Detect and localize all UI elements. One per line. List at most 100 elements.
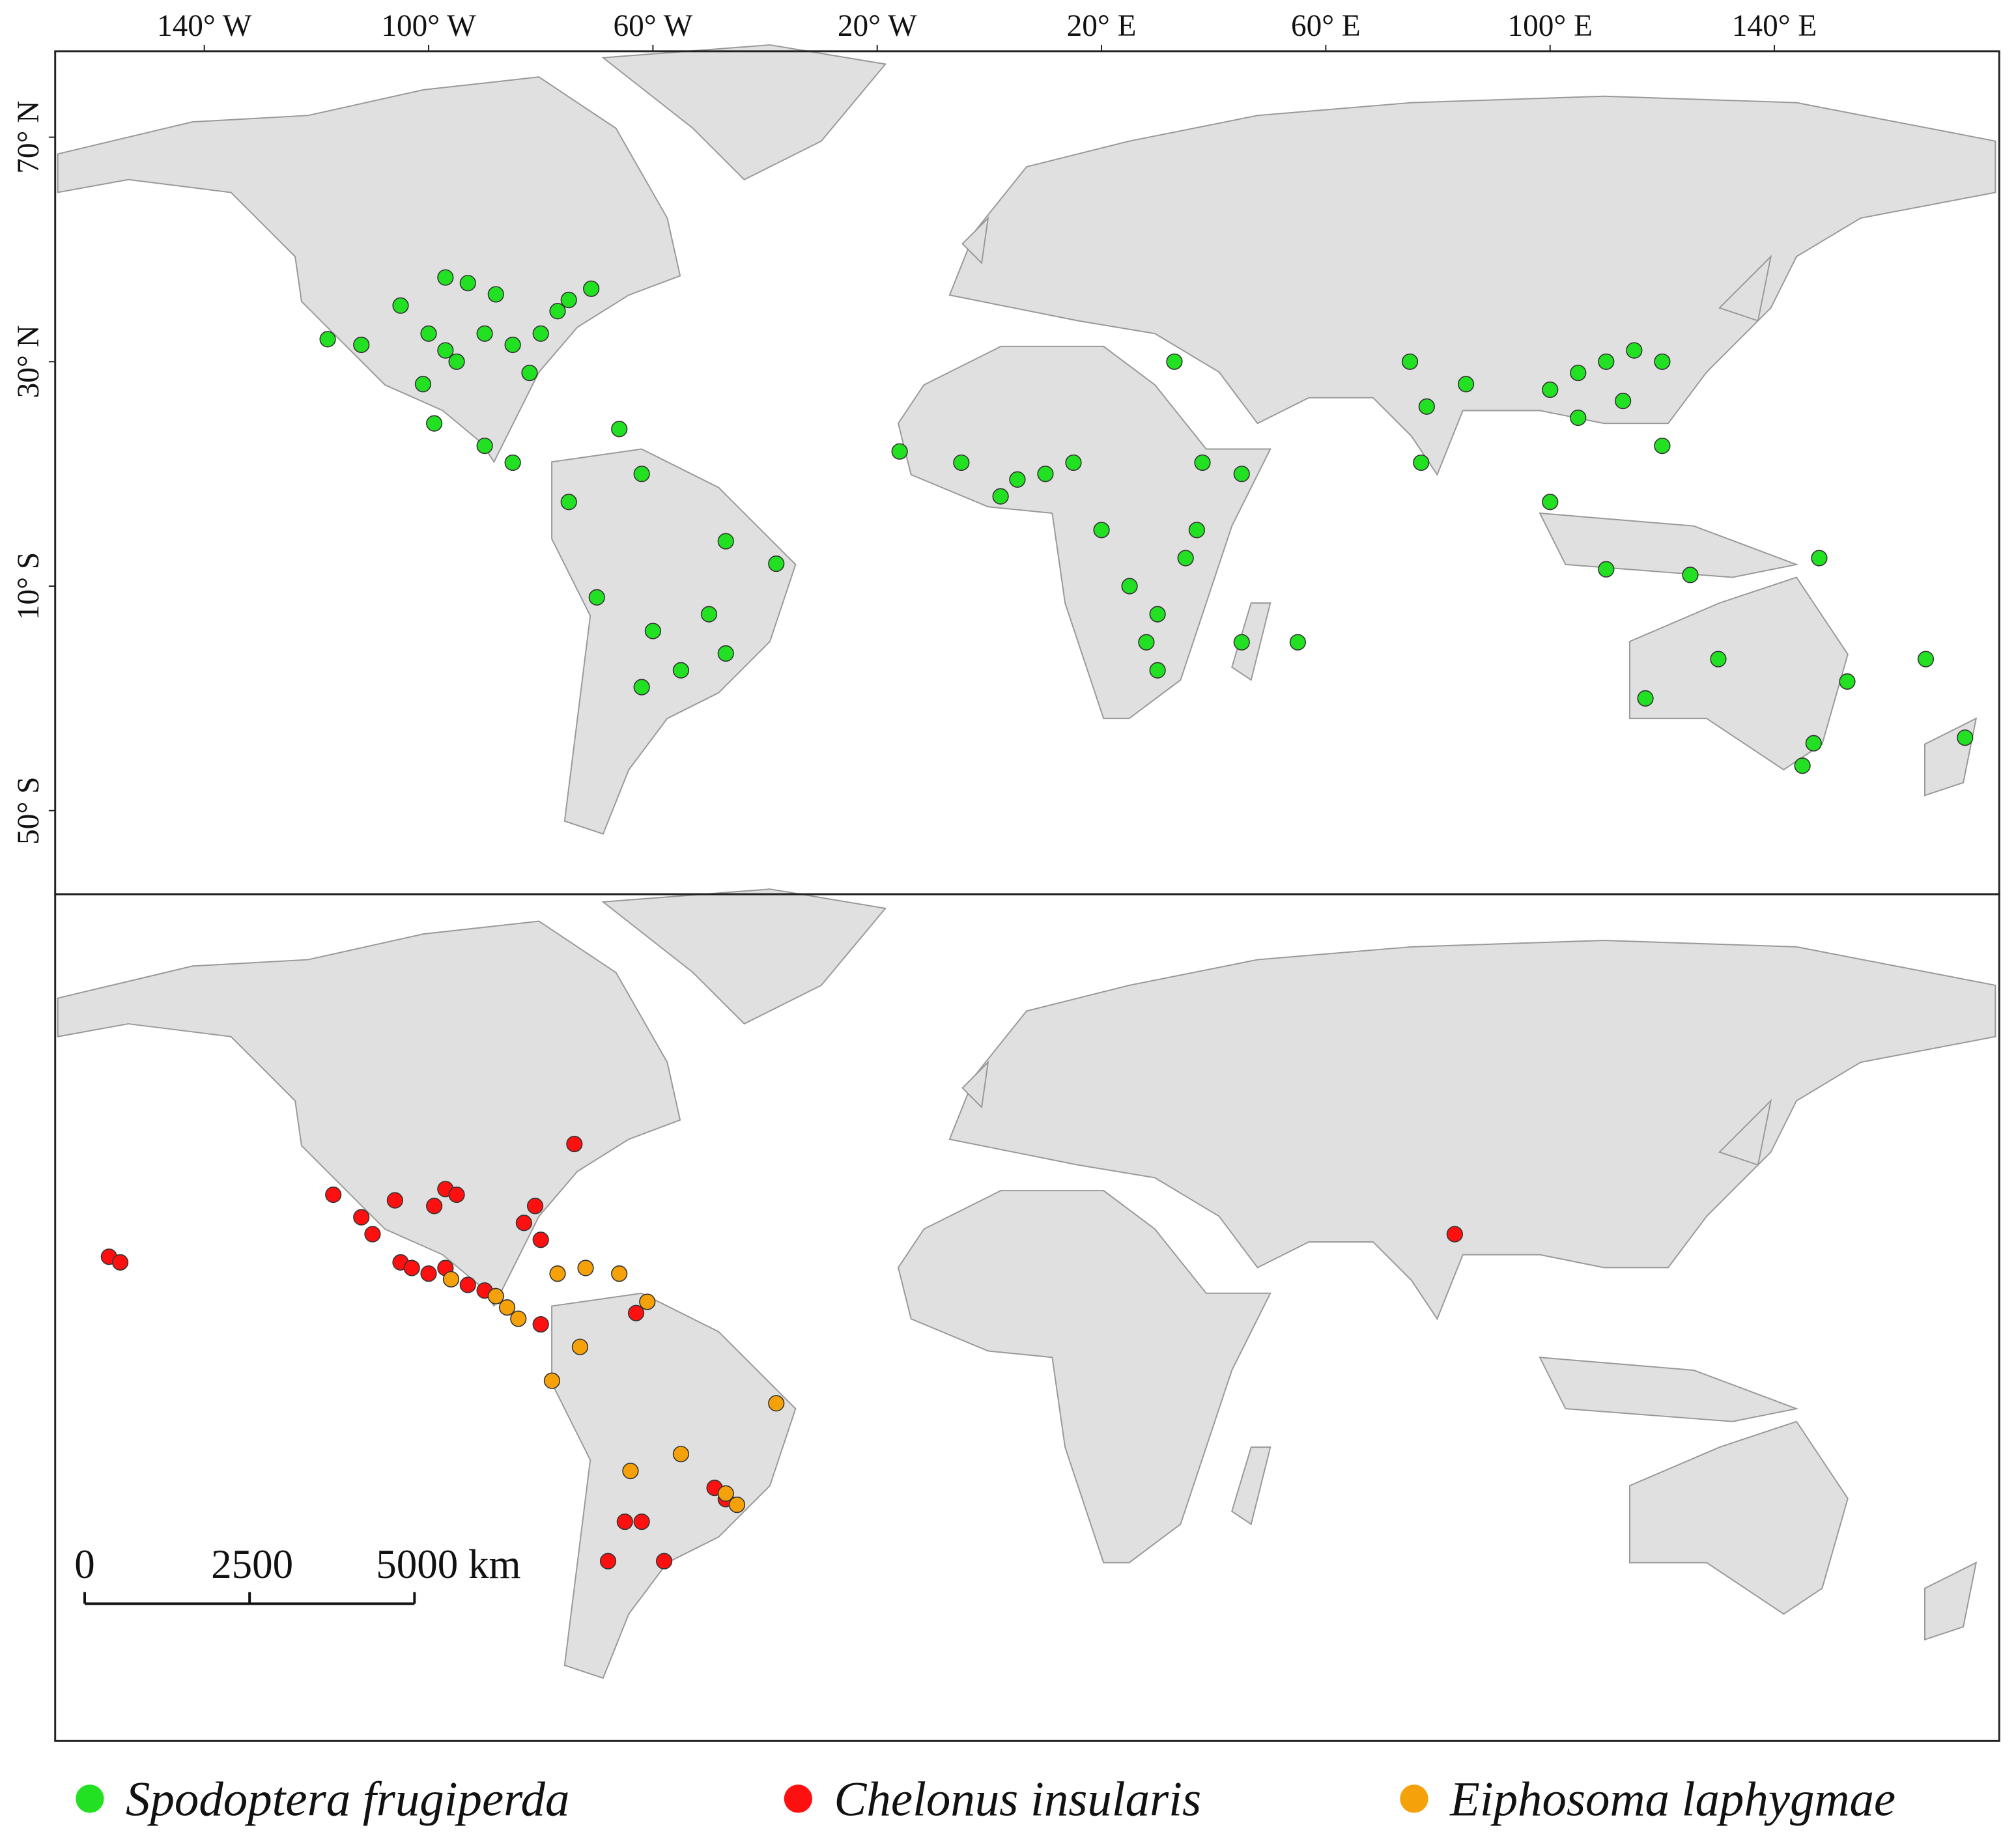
occurrence-point xyxy=(1289,634,1306,651)
occurrence-point xyxy=(510,1310,527,1327)
occurrence-point xyxy=(1811,550,1828,567)
occurrence-point xyxy=(1233,466,1250,483)
figure: 140° W 100° W 60° W 20° W 20° E 60° E 100° E 14… xyxy=(12,9,2000,1827)
occurrence-point xyxy=(1542,381,1559,399)
occurrence-point xyxy=(728,1496,746,1514)
occurrence-point xyxy=(616,1513,633,1530)
occurrence-point xyxy=(639,1293,656,1310)
y-tick-label: 70° N xyxy=(12,101,46,174)
occurrence-point xyxy=(1839,673,1856,690)
occurrence-point xyxy=(364,1226,381,1243)
occurrence-point xyxy=(426,1198,443,1215)
occurrence-point xyxy=(437,342,454,359)
occurrence-point xyxy=(1615,393,1632,410)
occurrence-point xyxy=(1710,651,1727,668)
scale-bar-label: 5000 km xyxy=(376,1542,520,1587)
y-tick-label: 30° N xyxy=(12,325,46,398)
occurrence-point xyxy=(611,421,628,438)
legend-label: Spodoptera frugiperda xyxy=(126,1773,569,1827)
occurrence-point xyxy=(111,1254,129,1271)
occurrence-point xyxy=(487,1288,504,1304)
occurrence-point xyxy=(1957,729,1974,746)
y-tick-label: 50° S xyxy=(12,777,46,845)
occurrence-point xyxy=(325,1186,342,1204)
x-tick-label: 60° W xyxy=(613,9,692,43)
occurrence-point xyxy=(560,291,577,309)
occurrence-point xyxy=(1598,561,1615,578)
occurrence-point xyxy=(1121,578,1138,595)
occurrence-point xyxy=(532,1232,549,1248)
occurrence-point xyxy=(476,325,493,342)
x-tick-label: 20° E xyxy=(1067,9,1137,43)
x-tick-label: 100° W xyxy=(381,9,476,43)
occurrence-point xyxy=(717,533,734,550)
occurrence-point xyxy=(1457,376,1475,393)
occurrence-point xyxy=(1065,454,1082,472)
occurrence-point xyxy=(448,353,465,370)
occurrence-point xyxy=(504,336,521,354)
occurrence-point xyxy=(549,1265,566,1282)
occurrence-point xyxy=(1570,364,1587,382)
occurrence-point xyxy=(1233,634,1250,651)
occurrence-point xyxy=(577,1260,594,1276)
occurrence-point xyxy=(515,1215,532,1232)
occurrence-point xyxy=(717,645,734,662)
occurrence-point xyxy=(644,623,661,640)
occurrence-point xyxy=(611,1265,628,1282)
occurrence-point xyxy=(1598,353,1615,370)
occurrence-point xyxy=(633,466,650,483)
occurrence-point xyxy=(459,275,476,292)
occurrence-point xyxy=(442,1271,460,1288)
occurrence-point xyxy=(498,1299,516,1316)
x-tick-label: 60° E xyxy=(1291,9,1361,43)
occurrence-point xyxy=(549,303,566,320)
occurrence-point xyxy=(566,1135,583,1153)
occurrence-point xyxy=(1570,409,1587,427)
occurrence-point xyxy=(1917,651,1935,668)
occurrence-point xyxy=(1149,662,1166,679)
occurrence-point xyxy=(768,1395,785,1412)
occurrence-point xyxy=(420,325,437,342)
occurrence-point xyxy=(1446,1226,1463,1243)
occurrence-point xyxy=(1166,353,1183,370)
occurrence-point xyxy=(622,1463,639,1480)
occurrence-point xyxy=(426,415,443,432)
occurrence-point xyxy=(319,331,336,348)
occurrence-point xyxy=(392,297,409,314)
occurrence-point xyxy=(1037,466,1054,483)
scale-bar-label: 2500 xyxy=(211,1542,293,1587)
occurrence-point xyxy=(386,1192,403,1209)
occurrence-point xyxy=(504,454,521,472)
occurrence-point xyxy=(1418,398,1435,415)
occurrence-point xyxy=(1542,494,1559,511)
occurrence-point xyxy=(1626,342,1643,359)
legend-marker xyxy=(784,1784,813,1813)
occurrence-point xyxy=(560,494,577,511)
occurrence-point xyxy=(521,364,538,382)
occurrence-point xyxy=(672,1446,690,1463)
occurrence-point xyxy=(420,1265,437,1282)
x-tick-label: 140° E xyxy=(1732,9,1817,43)
occurrence-point xyxy=(583,280,600,297)
legend-label: Chelonus insularis xyxy=(834,1773,1202,1827)
occurrence-point xyxy=(353,1209,370,1226)
occurrence-point xyxy=(1682,567,1699,584)
occurrence-point xyxy=(1188,522,1205,539)
occurrence-point xyxy=(532,325,549,342)
occurrence-point xyxy=(1413,454,1430,472)
occurrence-points xyxy=(442,1260,785,1514)
occurrence-point xyxy=(1009,471,1026,488)
occurrence-point xyxy=(1654,353,1671,370)
occurrence-point xyxy=(1093,522,1110,539)
occurrence-point xyxy=(487,286,504,303)
x-tick-label: 100° E xyxy=(1507,9,1593,43)
occurrence-points xyxy=(319,269,1974,774)
occurrence-point xyxy=(1805,735,1822,752)
occurrence-point xyxy=(655,1553,673,1570)
occurrence-point xyxy=(1637,690,1654,707)
panel-bottom-land xyxy=(57,888,1996,1679)
occurrence-point xyxy=(633,679,650,696)
occurrence-point xyxy=(891,443,908,460)
x-tick-label: 140° W xyxy=(157,9,252,43)
